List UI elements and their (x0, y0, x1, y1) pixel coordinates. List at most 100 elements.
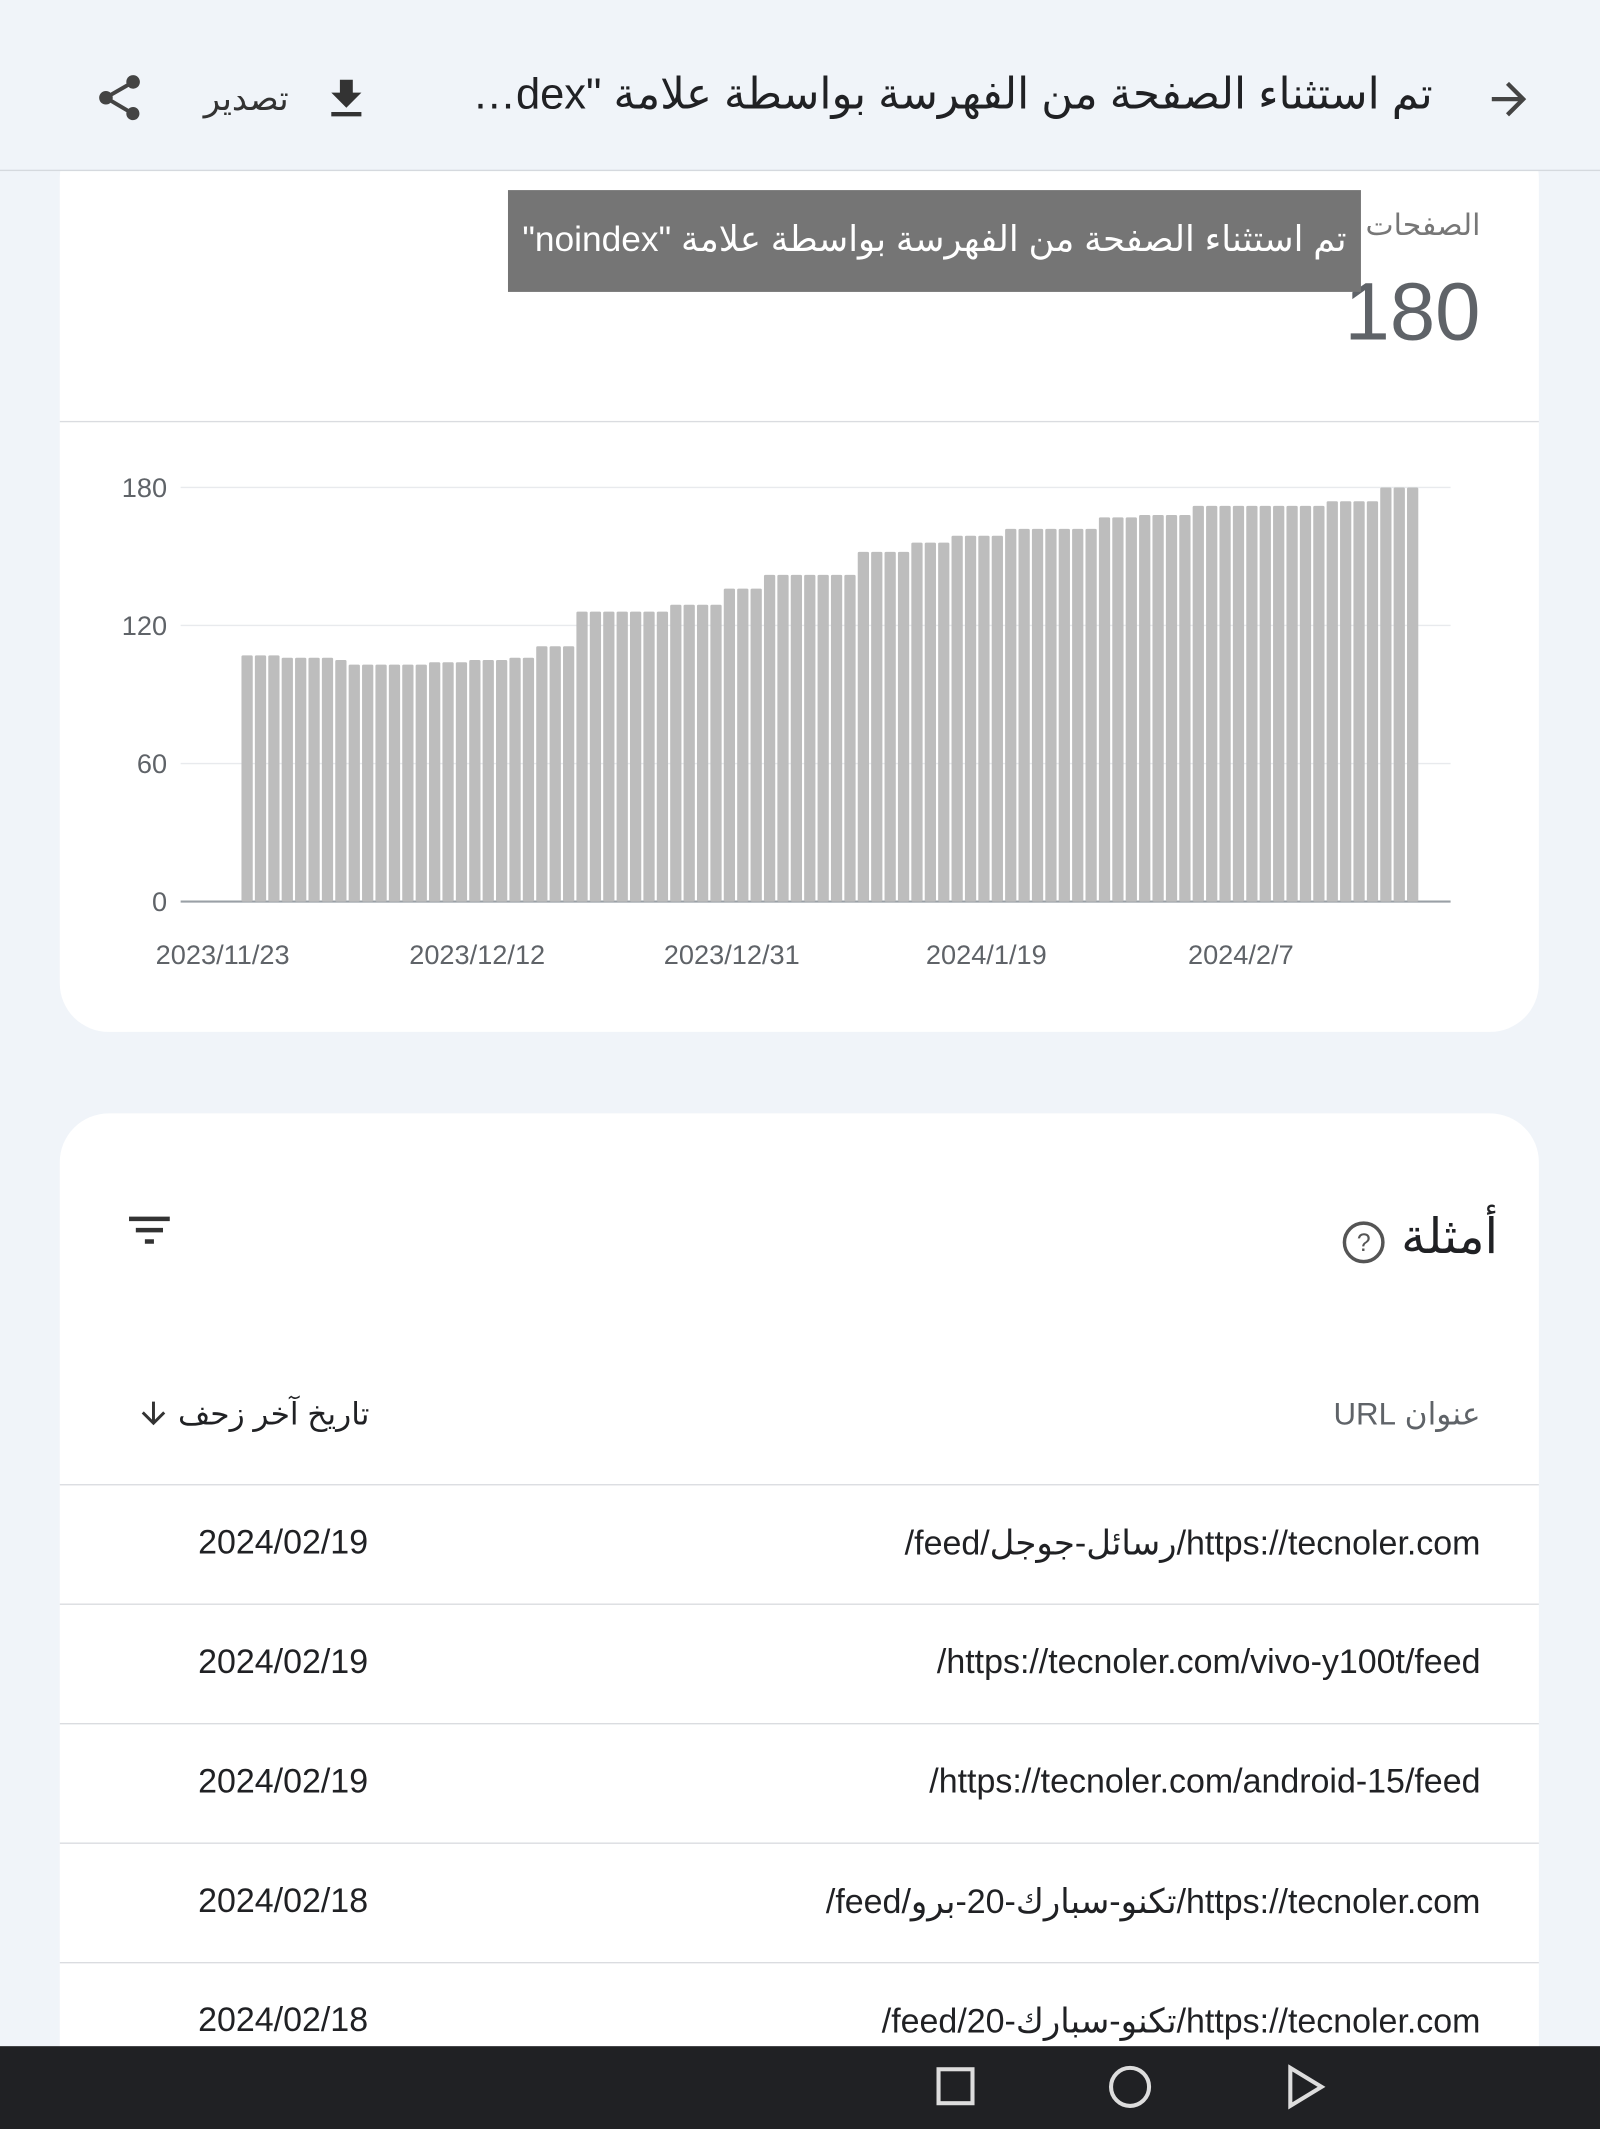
bar (884, 551, 896, 902)
table-row[interactable]: https://tecnoler.com/vivo-y100t/feed/202… (59, 1603, 1539, 1725)
bar (1273, 505, 1285, 902)
column-header[interactable]: تاريخ آخر زحف (177, 1395, 370, 1432)
bar (643, 611, 655, 902)
chart: 0 60 120 180 2023/11/23 2023/12/12 2023/12/31 2… (122, 472, 1451, 970)
bar (723, 588, 736, 902)
export-button[interactable]: تصدير (203, 80, 289, 119)
svg-text:?: ? (1357, 1229, 1371, 1257)
bar (1005, 528, 1017, 902)
bar (442, 662, 454, 902)
bar (1326, 501, 1338, 902)
bar (964, 535, 977, 902)
column-header[interactable]: عنوان URL (1333, 1395, 1481, 1432)
bar (1219, 505, 1231, 902)
bar (1098, 517, 1111, 902)
bar (1139, 515, 1151, 902)
back-arrow[interactable] (1483, 73, 1535, 125)
bar (469, 659, 481, 902)
bar (911, 542, 923, 902)
bar (1085, 528, 1097, 902)
bar (750, 588, 762, 902)
bar (830, 574, 843, 902)
bar (1031, 528, 1044, 902)
bar (1232, 505, 1245, 902)
y-tick-label: 60 (137, 748, 167, 779)
bar (696, 604, 709, 902)
bar (496, 659, 508, 902)
url-cell: https://tecnoler.com/android-15/feed/ (929, 1762, 1481, 1801)
back-button[interactable] (1288, 2064, 1326, 2110)
bar (804, 574, 816, 902)
bar (777, 574, 789, 902)
recent-button[interactable] (936, 2067, 975, 2106)
examples-card: أمثلة ? عنوان URL تاريخ آخر زحف https://… (59, 1113, 1539, 2129)
bar (616, 611, 628, 902)
bar (790, 574, 803, 902)
bar (1206, 505, 1218, 902)
y-tick-label: 180 (122, 472, 167, 503)
url-cell: https://tecnoler.com/vivo-y100t/feed/ (936, 1642, 1481, 1681)
nav-icons (936, 2064, 1326, 2110)
page-title: تم استثناء الصفحة من الفهرسة بواسطة علام… (462, 69, 1433, 119)
bar (1299, 505, 1312, 902)
bar (817, 574, 829, 902)
bar (1058, 528, 1070, 902)
bar (1045, 528, 1057, 902)
bar (683, 604, 695, 902)
bar (335, 659, 347, 902)
home-button[interactable] (1108, 2065, 1152, 2108)
bar (268, 655, 280, 902)
bar (737, 588, 749, 902)
x-tick-label: 2024/1/19 (926, 939, 1047, 970)
bar (509, 657, 521, 902)
bar (871, 551, 883, 902)
bar (857, 551, 869, 902)
table-row[interactable]: https://tecnoler.com/رسائل-جوجل/feed/202… (59, 1484, 1539, 1605)
bar (589, 611, 602, 902)
bar (1380, 487, 1392, 902)
bar (924, 542, 936, 902)
bar (455, 662, 468, 902)
bar (522, 657, 535, 902)
bar (348, 664, 360, 902)
bar (1072, 528, 1084, 902)
url-cell: https://tecnoler.com/تكنو-سبارك-20-برو/f… (825, 1883, 1481, 1922)
bar (938, 542, 950, 902)
date-cell: 2024/02/19 (198, 1642, 369, 1681)
examples-title: أمثلة (1401, 1208, 1499, 1265)
bar (1407, 487, 1419, 902)
bar (576, 611, 588, 902)
sort-arrow[interactable] (136, 1396, 171, 1431)
divider (59, 420, 1539, 423)
top-bar: تم استثناء الصفحة من الفهرسة بواسطة علام… (0, 0, 1600, 172)
help-icon[interactable]: ? (1341, 1219, 1387, 1265)
bar (844, 574, 856, 902)
table-row[interactable]: https://tecnoler.com/تكنو-سبارك-20-برو/f… (59, 1842, 1539, 1964)
bar (241, 655, 253, 902)
bar (308, 657, 320, 902)
x-tick-label: 2023/12/31 (664, 939, 800, 970)
bar (951, 535, 963, 902)
bar (710, 604, 722, 902)
url-cell: https://tecnoler.com/تكنو-سبارك-20/feed/ (881, 2002, 1481, 2041)
bar (603, 611, 615, 902)
filter-icon[interactable] (122, 1203, 176, 1257)
bar (388, 664, 401, 902)
x-tick-label: 2023/12/12 (409, 939, 545, 970)
bar (429, 662, 441, 902)
table-row[interactable]: https://tecnoler.com/تكنو-سبارك-20/feed/… (59, 1961, 1539, 2083)
bar (415, 664, 427, 902)
bar (1246, 505, 1258, 902)
table-row[interactable]: https://tecnoler.com/android-15/feed/202… (59, 1723, 1539, 1844)
metric-value: 180 (1344, 266, 1481, 358)
download-icon[interactable] (321, 73, 373, 125)
bar (1018, 528, 1030, 902)
bar (629, 611, 642, 902)
bar (563, 646, 575, 902)
bar (536, 646, 548, 902)
bar (1259, 505, 1271, 902)
share-icon[interactable] (92, 71, 146, 125)
bar (1179, 515, 1191, 902)
